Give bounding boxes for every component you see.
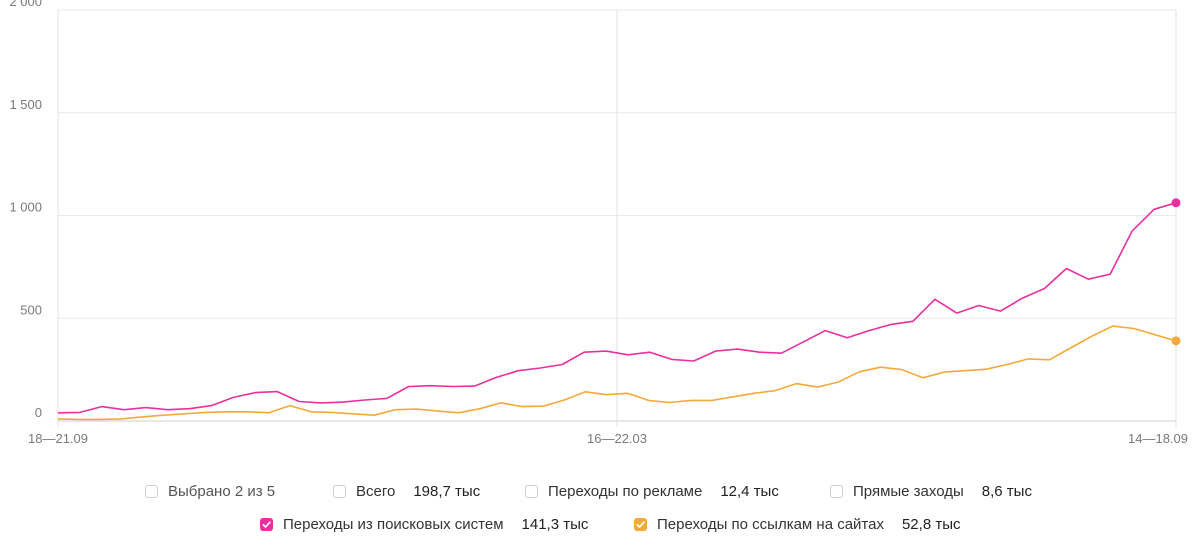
legend-checkbox-links[interactable] bbox=[634, 518, 647, 531]
x-tick-label: 16—22.03 bbox=[587, 431, 647, 446]
chart-series bbox=[57, 198, 1181, 421]
chart-grid bbox=[57, 9, 1177, 427]
series-line-search bbox=[57, 202, 1177, 414]
legend-item-ads[interactable]: Переходы по рекламе 12,4 тыс bbox=[525, 483, 779, 500]
legend-item-search[interactable]: Переходы из поисковых систем 141,3 тыс bbox=[260, 516, 588, 533]
y-tick-label: 500 bbox=[20, 302, 42, 317]
legend-value: 141,3 тыс bbox=[521, 516, 589, 533]
x-axis: 18—21.09 16—22.03 14—18.09 bbox=[28, 431, 1188, 446]
series-line-links bbox=[57, 325, 1177, 421]
legend-checkbox-direct[interactable] bbox=[830, 485, 843, 498]
legend-item-direct[interactable]: Прямые заходы 8,6 тыс bbox=[830, 483, 1032, 500]
legend-value: 12,4 тыс bbox=[720, 483, 779, 500]
legend-label: Прямые заходы bbox=[853, 483, 964, 500]
y-tick-label: 1 500 bbox=[9, 97, 42, 112]
line-chart: 0 500 1 000 1 500 2 000 18—21.09 16—22.03 14—1… bbox=[9, 0, 1188, 446]
legend-checkbox-ads[interactable] bbox=[525, 485, 538, 498]
legend-checkbox-total[interactable] bbox=[333, 485, 346, 498]
x-tick-label: 14—18.09 bbox=[1128, 431, 1188, 446]
x-tick-label: 18—21.09 bbox=[28, 431, 88, 446]
legend-item-links[interactable]: Переходы по ссылкам на сайтах 52,8 тыс bbox=[634, 516, 960, 533]
legend-value: 8,6 тыс bbox=[981, 483, 1032, 500]
legend-label: Переходы из поисковых систем bbox=[283, 516, 504, 533]
legend-label: Всего bbox=[356, 483, 396, 500]
legend-item-total[interactable]: Всего 198,7 тыс bbox=[333, 483, 480, 500]
legend-value: 198,7 тыс bbox=[413, 483, 481, 500]
y-tick-label: 1 000 bbox=[9, 200, 42, 215]
legend-checkbox-search[interactable] bbox=[260, 518, 273, 531]
legend-checkbox[interactable] bbox=[145, 485, 158, 498]
y-tick-label: 0 bbox=[35, 405, 42, 420]
legend-selected-info: Выбрано 2 из 5 bbox=[145, 483, 275, 500]
series-endpoint-links bbox=[1171, 336, 1181, 346]
legend-label: Переходы по ссылкам на сайтах bbox=[657, 516, 884, 533]
legend-value: 52,8 тыс bbox=[901, 516, 961, 533]
y-axis: 0 500 1 000 1 500 2 000 bbox=[9, 0, 42, 420]
legend-label: Переходы по рекламе bbox=[548, 483, 703, 500]
series-endpoint-search bbox=[1171, 198, 1181, 208]
selected-count-label: Выбрано 2 из 5 bbox=[168, 483, 276, 500]
y-tick-label: 2 000 bbox=[9, 0, 42, 9]
